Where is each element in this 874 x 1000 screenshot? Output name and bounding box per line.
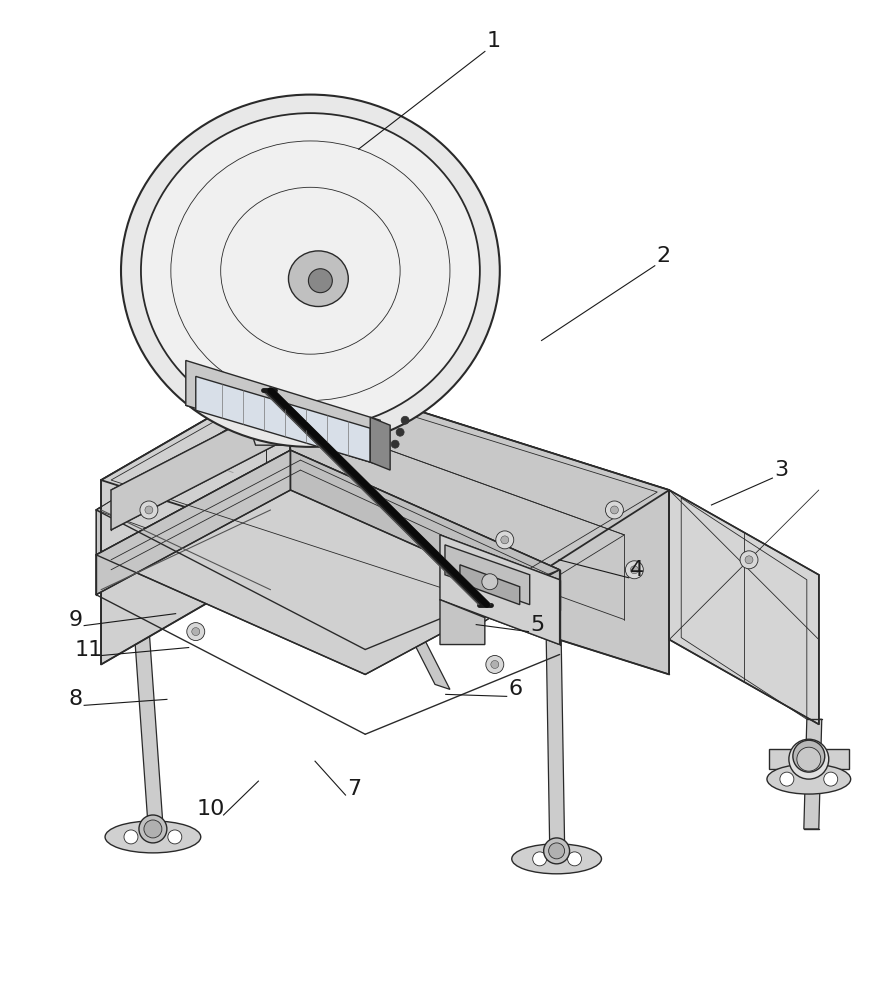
Circle shape bbox=[140, 501, 158, 519]
Circle shape bbox=[491, 660, 499, 668]
Circle shape bbox=[145, 506, 153, 514]
Polygon shape bbox=[96, 405, 624, 640]
Ellipse shape bbox=[288, 251, 348, 307]
Circle shape bbox=[144, 820, 162, 838]
Circle shape bbox=[486, 656, 503, 673]
Text: 11: 11 bbox=[74, 640, 102, 660]
Polygon shape bbox=[266, 405, 624, 620]
Circle shape bbox=[610, 506, 619, 514]
Circle shape bbox=[740, 551, 758, 569]
Polygon shape bbox=[96, 450, 290, 595]
Polygon shape bbox=[196, 376, 371, 462]
Ellipse shape bbox=[121, 95, 500, 447]
Polygon shape bbox=[262, 390, 491, 605]
Circle shape bbox=[630, 566, 638, 574]
Text: 9: 9 bbox=[68, 610, 82, 630]
Ellipse shape bbox=[141, 113, 480, 428]
Circle shape bbox=[745, 556, 753, 564]
Circle shape bbox=[396, 428, 404, 436]
Polygon shape bbox=[669, 490, 819, 724]
Circle shape bbox=[544, 838, 570, 864]
Circle shape bbox=[496, 531, 514, 549]
Polygon shape bbox=[96, 405, 266, 595]
Text: 7: 7 bbox=[347, 779, 361, 799]
Polygon shape bbox=[440, 600, 485, 645]
Text: 5: 5 bbox=[530, 615, 545, 635]
Text: 8: 8 bbox=[68, 689, 82, 709]
Circle shape bbox=[626, 561, 643, 579]
Polygon shape bbox=[445, 545, 530, 605]
Polygon shape bbox=[440, 535, 559, 645]
Circle shape bbox=[797, 747, 821, 771]
Circle shape bbox=[606, 501, 623, 519]
Ellipse shape bbox=[105, 821, 201, 853]
Circle shape bbox=[824, 772, 837, 786]
Polygon shape bbox=[371, 417, 390, 470]
Text: 6: 6 bbox=[509, 679, 523, 699]
Polygon shape bbox=[240, 400, 380, 445]
Text: 2: 2 bbox=[656, 246, 670, 266]
Circle shape bbox=[124, 830, 138, 844]
Circle shape bbox=[309, 269, 332, 293]
Circle shape bbox=[501, 536, 509, 544]
Circle shape bbox=[191, 628, 200, 636]
Ellipse shape bbox=[512, 844, 601, 874]
Circle shape bbox=[549, 843, 565, 859]
Polygon shape bbox=[101, 370, 669, 605]
Polygon shape bbox=[101, 370, 290, 664]
Polygon shape bbox=[290, 450, 559, 610]
Polygon shape bbox=[545, 545, 565, 844]
Circle shape bbox=[789, 739, 829, 779]
Polygon shape bbox=[769, 749, 849, 769]
Circle shape bbox=[780, 772, 794, 786]
Circle shape bbox=[187, 623, 205, 641]
Ellipse shape bbox=[767, 764, 850, 794]
Text: 4: 4 bbox=[630, 560, 644, 580]
Circle shape bbox=[392, 440, 399, 448]
Polygon shape bbox=[131, 585, 163, 824]
Polygon shape bbox=[290, 370, 669, 674]
Circle shape bbox=[793, 740, 825, 772]
Circle shape bbox=[168, 830, 182, 844]
Polygon shape bbox=[460, 565, 520, 605]
Polygon shape bbox=[96, 450, 559, 674]
Polygon shape bbox=[310, 440, 450, 689]
Polygon shape bbox=[804, 719, 822, 829]
Text: 10: 10 bbox=[197, 799, 225, 819]
Polygon shape bbox=[111, 331, 420, 530]
Text: 1: 1 bbox=[487, 31, 501, 51]
Circle shape bbox=[139, 815, 167, 843]
Polygon shape bbox=[186, 360, 380, 465]
Circle shape bbox=[567, 852, 581, 866]
Circle shape bbox=[401, 416, 409, 424]
Circle shape bbox=[532, 852, 546, 866]
Circle shape bbox=[482, 574, 498, 590]
Text: 3: 3 bbox=[774, 460, 788, 480]
